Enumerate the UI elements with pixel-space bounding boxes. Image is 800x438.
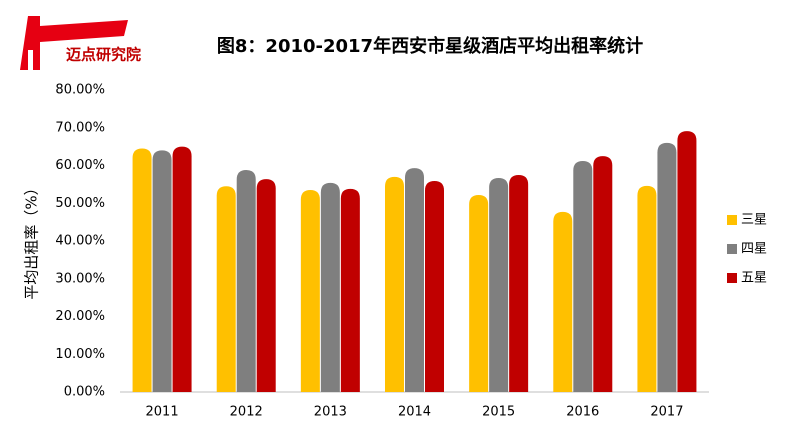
y-tick-label: 0.00% [64,385,105,400]
bar [509,174,529,392]
y-tick-label: 30.00% [55,271,105,286]
logo-door [28,50,33,70]
bar [425,180,444,392]
x-tick-label: 2017 [650,405,683,420]
y-tick-label: 50.00% [55,196,105,211]
bar [469,194,489,392]
legend-label: 四星 [741,242,767,257]
legend-label: 五星 [741,271,767,286]
bar [593,156,613,392]
logo-icon [20,16,128,70]
legend-swatch [727,215,737,225]
bar [300,190,320,392]
bar [405,168,424,392]
legend-swatch [727,273,737,283]
legend-swatch [727,244,737,254]
x-tick-label: 2014 [398,405,431,420]
y-axis-label: 平均出租率（%） [23,180,41,299]
legend-label: 三星 [741,213,767,228]
bar [152,150,172,392]
bar [236,170,256,392]
logo: 迈点研究院 [20,16,141,70]
y-tick-label: 40.00% [55,234,105,249]
x-tick-label: 2012 [230,405,263,420]
y-tick-label: 20.00% [55,309,105,324]
bar [637,185,657,392]
x-tick-label: 2015 [482,405,515,420]
bar [573,160,593,392]
logo-text: 迈点研究院 [66,46,141,64]
bar [340,188,360,392]
bar [489,177,509,392]
bar [172,146,192,392]
bar [385,176,404,392]
y-tick-label: 80.00% [55,83,105,98]
bar [657,142,677,392]
chart-title: 图8：2010-2017年西安市星级酒店平均出租率统计 [217,35,643,57]
y-tick-label: 70.00% [55,120,105,135]
x-tick-label: 2016 [566,405,599,420]
bar [553,211,573,392]
bar [256,179,276,392]
bar [216,186,236,392]
y-tick-label: 10.00% [55,347,105,362]
bar [320,182,340,392]
x-tick-label: 2013 [314,405,347,420]
bar [677,131,697,392]
bar [132,148,152,392]
y-tick-label: 60.00% [55,158,105,173]
x-tick-label: 2011 [146,405,179,420]
